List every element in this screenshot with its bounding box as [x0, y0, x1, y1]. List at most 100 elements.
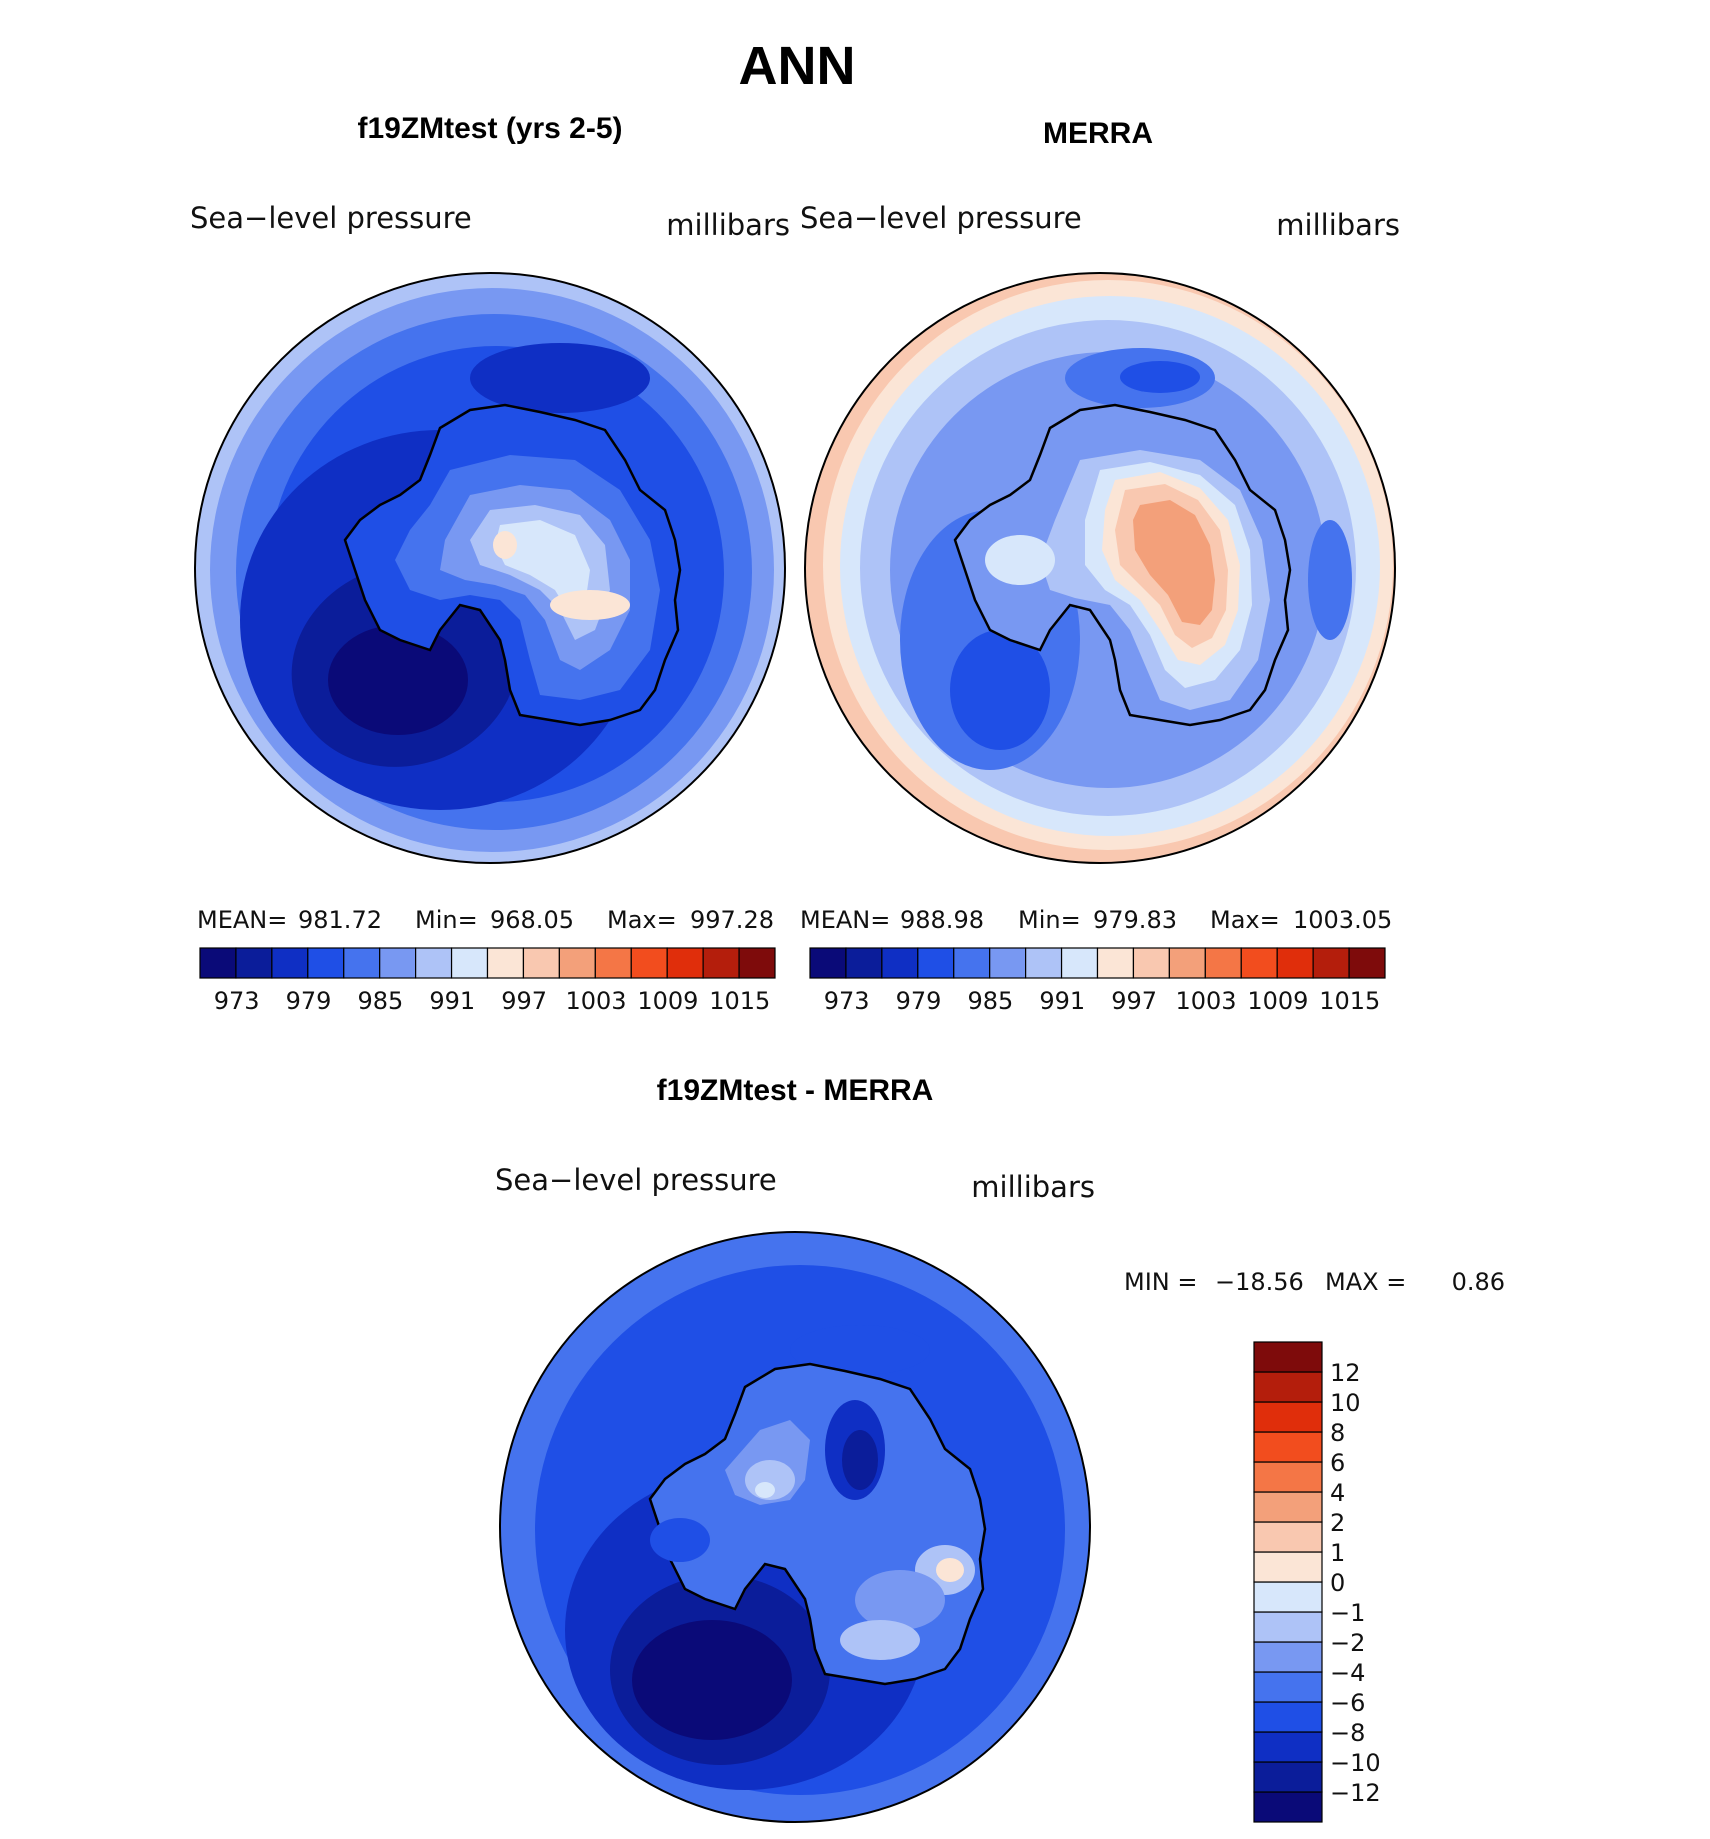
colorbar-swatch [235, 947, 273, 979]
colorbar-tick-label: 991 [429, 987, 475, 1015]
colorbar-swatch [630, 947, 668, 979]
panel-model: f19ZMtest (yrs 2-5) Sea−level pressure m… [190, 112, 790, 1015]
polar-map-obs [805, 273, 1395, 863]
low-pressure-min [328, 625, 468, 735]
stat-max-value: 1003.05 [1293, 906, 1392, 934]
colorbar-swatch [1132, 947, 1170, 979]
colorbar-swatch [379, 947, 417, 979]
colorbar-swatch [558, 947, 596, 979]
colorbar-swatch [486, 947, 525, 979]
colorbar-swatch [1253, 1701, 1323, 1733]
colorbar-swatch [1253, 1401, 1323, 1433]
colorbar-swatch [415, 947, 453, 979]
stat-min-label: Min= [415, 906, 478, 934]
low-pressure-north [470, 343, 650, 413]
colorbar-tick-label: 10 [1330, 1389, 1361, 1417]
obs-west-patch [985, 535, 1055, 585]
stat-max-value: 0.86 [1452, 1268, 1505, 1296]
obs-low-2 [950, 630, 1050, 750]
colorbar-swatch [702, 947, 740, 979]
colorbar-swatch [1253, 1731, 1323, 1763]
colorbar-tick-label: 1003 [565, 987, 626, 1015]
stat-max-label: MAX = [1325, 1268, 1406, 1296]
panel-model-field-label: Sea−level pressure [190, 201, 472, 235]
panel-obs-heading: MERRA [1043, 117, 1153, 150]
colorbar-tick-label: 973 [214, 987, 260, 1015]
colorbar-swatch [1253, 1581, 1323, 1613]
colorbar-swatch [522, 947, 560, 979]
stat-min-value: −18.56 [1215, 1268, 1304, 1296]
colorbar-tick-label: −2 [1330, 1629, 1365, 1657]
colorbar-tick-label: 1009 [1247, 987, 1308, 1015]
colorbar-tick-label: −1 [1330, 1599, 1365, 1627]
colorbar-swatch [738, 947, 776, 979]
colorbar-swatch [1025, 947, 1063, 979]
colorbar-swatch [1253, 1641, 1323, 1673]
colorbar-swatch [1168, 947, 1206, 979]
colorbar-tick-label: 2 [1330, 1509, 1345, 1537]
panel-diff-units-label: millibars [971, 1170, 1095, 1204]
colorbar-swatch [1253, 1371, 1323, 1403]
colorbar-swatch [271, 947, 309, 979]
colorbar-swatch [989, 947, 1027, 979]
colorbar-swatch [1312, 947, 1350, 979]
panel-obs: MERRA Sea−level pressure millibars MEA [800, 117, 1400, 1015]
colorbar-tick-label: 4 [1330, 1479, 1345, 1507]
colorbar-swatch [881, 947, 919, 979]
stat-mean-value: 981.72 [298, 906, 382, 934]
panel-obs-stats: MEAN= 988.98 Min= 979.83 Max= 1003.05 [800, 906, 1392, 934]
colorbar-swatch [666, 947, 704, 979]
stat-min-label: MIN = [1124, 1268, 1197, 1296]
stat-min-value: 979.83 [1093, 906, 1177, 934]
colorbar-tick-label: −4 [1330, 1659, 1365, 1687]
colorbar-tick-label: 8 [1330, 1419, 1345, 1447]
polar-map-diff [500, 1232, 1090, 1822]
diff-interior-4 [855, 1570, 945, 1630]
plateau-high-model [550, 590, 630, 620]
colorbar-model: 973 979 985 991 997 1003 1009 1015 [199, 947, 776, 1015]
diff-interior-6 [650, 1518, 710, 1562]
colorbar-swatch [1253, 1791, 1323, 1823]
figure-title: ANN [739, 36, 856, 96]
colorbar-tick-label: 997 [1111, 987, 1157, 1015]
colorbar-tick-label: 985 [358, 987, 404, 1015]
colorbar-swatch [1253, 1431, 1323, 1463]
stat-mean-value: 988.98 [900, 906, 984, 934]
panel-obs-field-label: Sea−level pressure [800, 201, 1082, 235]
diff-east-high-core [936, 1558, 964, 1582]
panel-diff-heading: f19ZMtest - MERRA [657, 1074, 934, 1107]
obs-interior-5 [1133, 500, 1215, 625]
colorbar-tick-label: 979 [286, 987, 332, 1015]
colorbar-swatch [1060, 947, 1099, 979]
colorbar-swatch [1204, 947, 1242, 979]
panel-obs-units-label: millibars [1276, 208, 1400, 242]
colorbar-swatch [1253, 1491, 1323, 1523]
panel-diff-stats: MIN = −18.56 MAX = 0.86 [1124, 1268, 1505, 1296]
colorbar-swatch [1253, 1341, 1323, 1373]
panel-diff-field-label: Sea−level pressure [495, 1163, 777, 1197]
polar-map-obs-border [804, 272, 1396, 864]
panel-model-units-label: millibars [666, 208, 790, 242]
colorbar-tick-label: −12 [1330, 1779, 1381, 1807]
colorbar-swatch [343, 947, 381, 979]
polar-map-model-border [194, 272, 786, 864]
panel-model-stats: MEAN= 981.72 Min= 968.05 Max= 997.28 [197, 906, 774, 934]
colorbar-swatch [1348, 947, 1386, 979]
colorbar-tick-label: 973 [824, 987, 870, 1015]
polar-map-model [195, 273, 785, 863]
colorbar-swatch [1253, 1761, 1323, 1793]
colorbar-swatch [1096, 947, 1135, 979]
colorbar-swatch [809, 947, 847, 979]
colorbar-tick-label: 997 [501, 987, 547, 1015]
colorbar-swatch [953, 947, 991, 979]
colorbar-tick-label: 0 [1330, 1569, 1345, 1597]
panel-model-heading: f19ZMtest (yrs 2-5) [357, 112, 622, 145]
colorbar-swatch [1253, 1521, 1323, 1553]
colorbar-obs: 973 979 985 991 997 1003 1009 1015 [809, 947, 1386, 1015]
obs-low-4 [1120, 361, 1200, 393]
colorbar-tick-label: 991 [1039, 987, 1085, 1015]
continent-interior-4 [495, 520, 590, 615]
diff-dark-core-2 [842, 1430, 878, 1490]
